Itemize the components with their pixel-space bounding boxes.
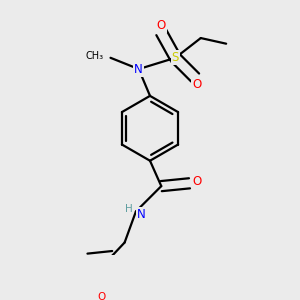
Text: O: O xyxy=(192,78,201,91)
Text: O: O xyxy=(157,19,166,32)
Text: S: S xyxy=(172,51,179,64)
Text: N: N xyxy=(136,208,146,221)
Text: H: H xyxy=(125,204,133,214)
Text: O: O xyxy=(193,176,202,188)
Text: O: O xyxy=(97,292,106,300)
Text: N: N xyxy=(134,63,143,76)
Text: CH₃: CH₃ xyxy=(86,51,104,62)
